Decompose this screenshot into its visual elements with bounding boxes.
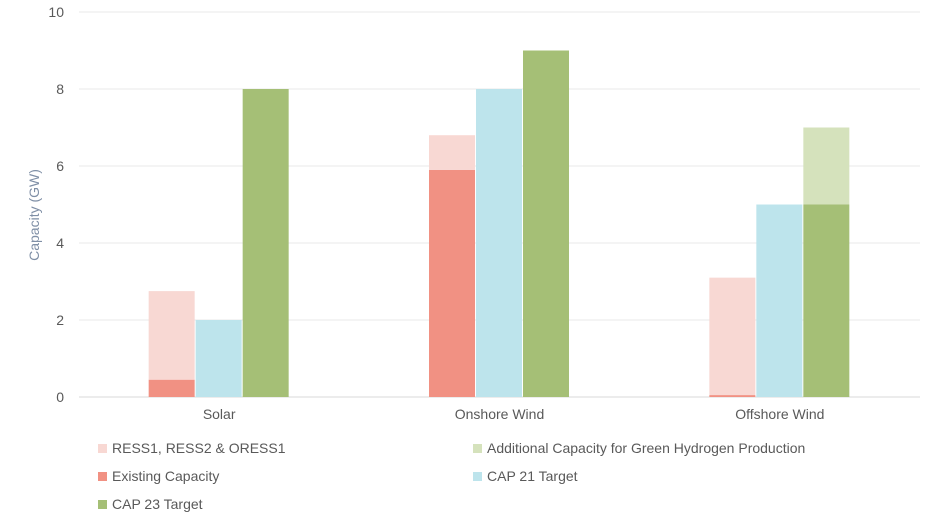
y-tick-labels: 0 2 4 6 8 10 xyxy=(48,4,64,405)
x-tick-labels: Solar Onshore Wind Offshore Wind xyxy=(203,406,825,422)
y-tick-label: 6 xyxy=(56,158,64,174)
bar-chart: 0 2 4 6 8 10 Solar Onshore Wind Offshore Wind C… xyxy=(26,4,920,422)
bar-cap-23-target-solar xyxy=(242,89,289,397)
y-tick-label: 0 xyxy=(56,389,64,405)
y-tick-label: 8 xyxy=(56,81,64,97)
legend-swatch xyxy=(473,471,482,481)
bar-existing-capacity-onshore-wind xyxy=(429,169,475,397)
legend-item: RESS1, RESS2 & ORESS1 xyxy=(98,440,286,456)
x-tick-label: Onshore Wind xyxy=(455,406,544,422)
y-tick-label: 4 xyxy=(56,235,64,251)
legend-item: CAP 23 Target xyxy=(98,496,203,512)
bar-cap-21-target-solar xyxy=(195,320,242,397)
legend-item: CAP 21 Target xyxy=(473,468,578,484)
legend-swatch xyxy=(98,499,107,509)
bar-existing-capacity-solar xyxy=(148,379,195,397)
x-tick-label: Offshore Wind xyxy=(735,406,824,422)
bar-additional-capacity-for-green-hydrogen-production-offshore-wind xyxy=(803,127,850,205)
y-tick-label: 10 xyxy=(48,4,64,20)
legend-label: CAP 23 Target xyxy=(112,496,203,512)
bar-existing-capacity-offshore-wind xyxy=(709,395,756,397)
bar-ress1-ress2-oress1-solar xyxy=(148,291,195,380)
bar-ress1-ress2-oress1-offshore-wind xyxy=(709,277,756,396)
legend: RESS1, RESS2 & ORESS1 Additional Capacity… xyxy=(98,438,918,522)
y-tick-label: 2 xyxy=(56,312,64,328)
bar-cap-21-target-onshore-wind xyxy=(476,89,522,397)
legend-item: Existing Capacity xyxy=(98,468,219,484)
legend-item: Additional Capacity for Green Hydrogen P… xyxy=(473,440,805,456)
legend-swatch xyxy=(98,471,107,481)
legend-label: CAP 21 Target xyxy=(487,468,578,484)
bar-cap-21-target-offshore-wind xyxy=(756,204,803,397)
legend-label: Existing Capacity xyxy=(112,468,220,484)
x-tick-label: Solar xyxy=(203,406,236,422)
bar-ress1-ress2-oress1-onshore-wind xyxy=(429,135,475,170)
bars xyxy=(148,50,850,397)
bar-cap-23-target-offshore-wind xyxy=(803,204,850,397)
legend-label: Additional Capacity for Green Hydrogen P… xyxy=(487,440,806,456)
legend-swatch xyxy=(473,443,482,453)
legend-swatch xyxy=(98,443,107,453)
bar-cap-23-target-onshore-wind xyxy=(523,50,569,397)
y-axis-label: Capacity (GW) xyxy=(26,169,42,261)
legend-label: RESS1, RESS2 & ORESS1 xyxy=(112,440,286,456)
